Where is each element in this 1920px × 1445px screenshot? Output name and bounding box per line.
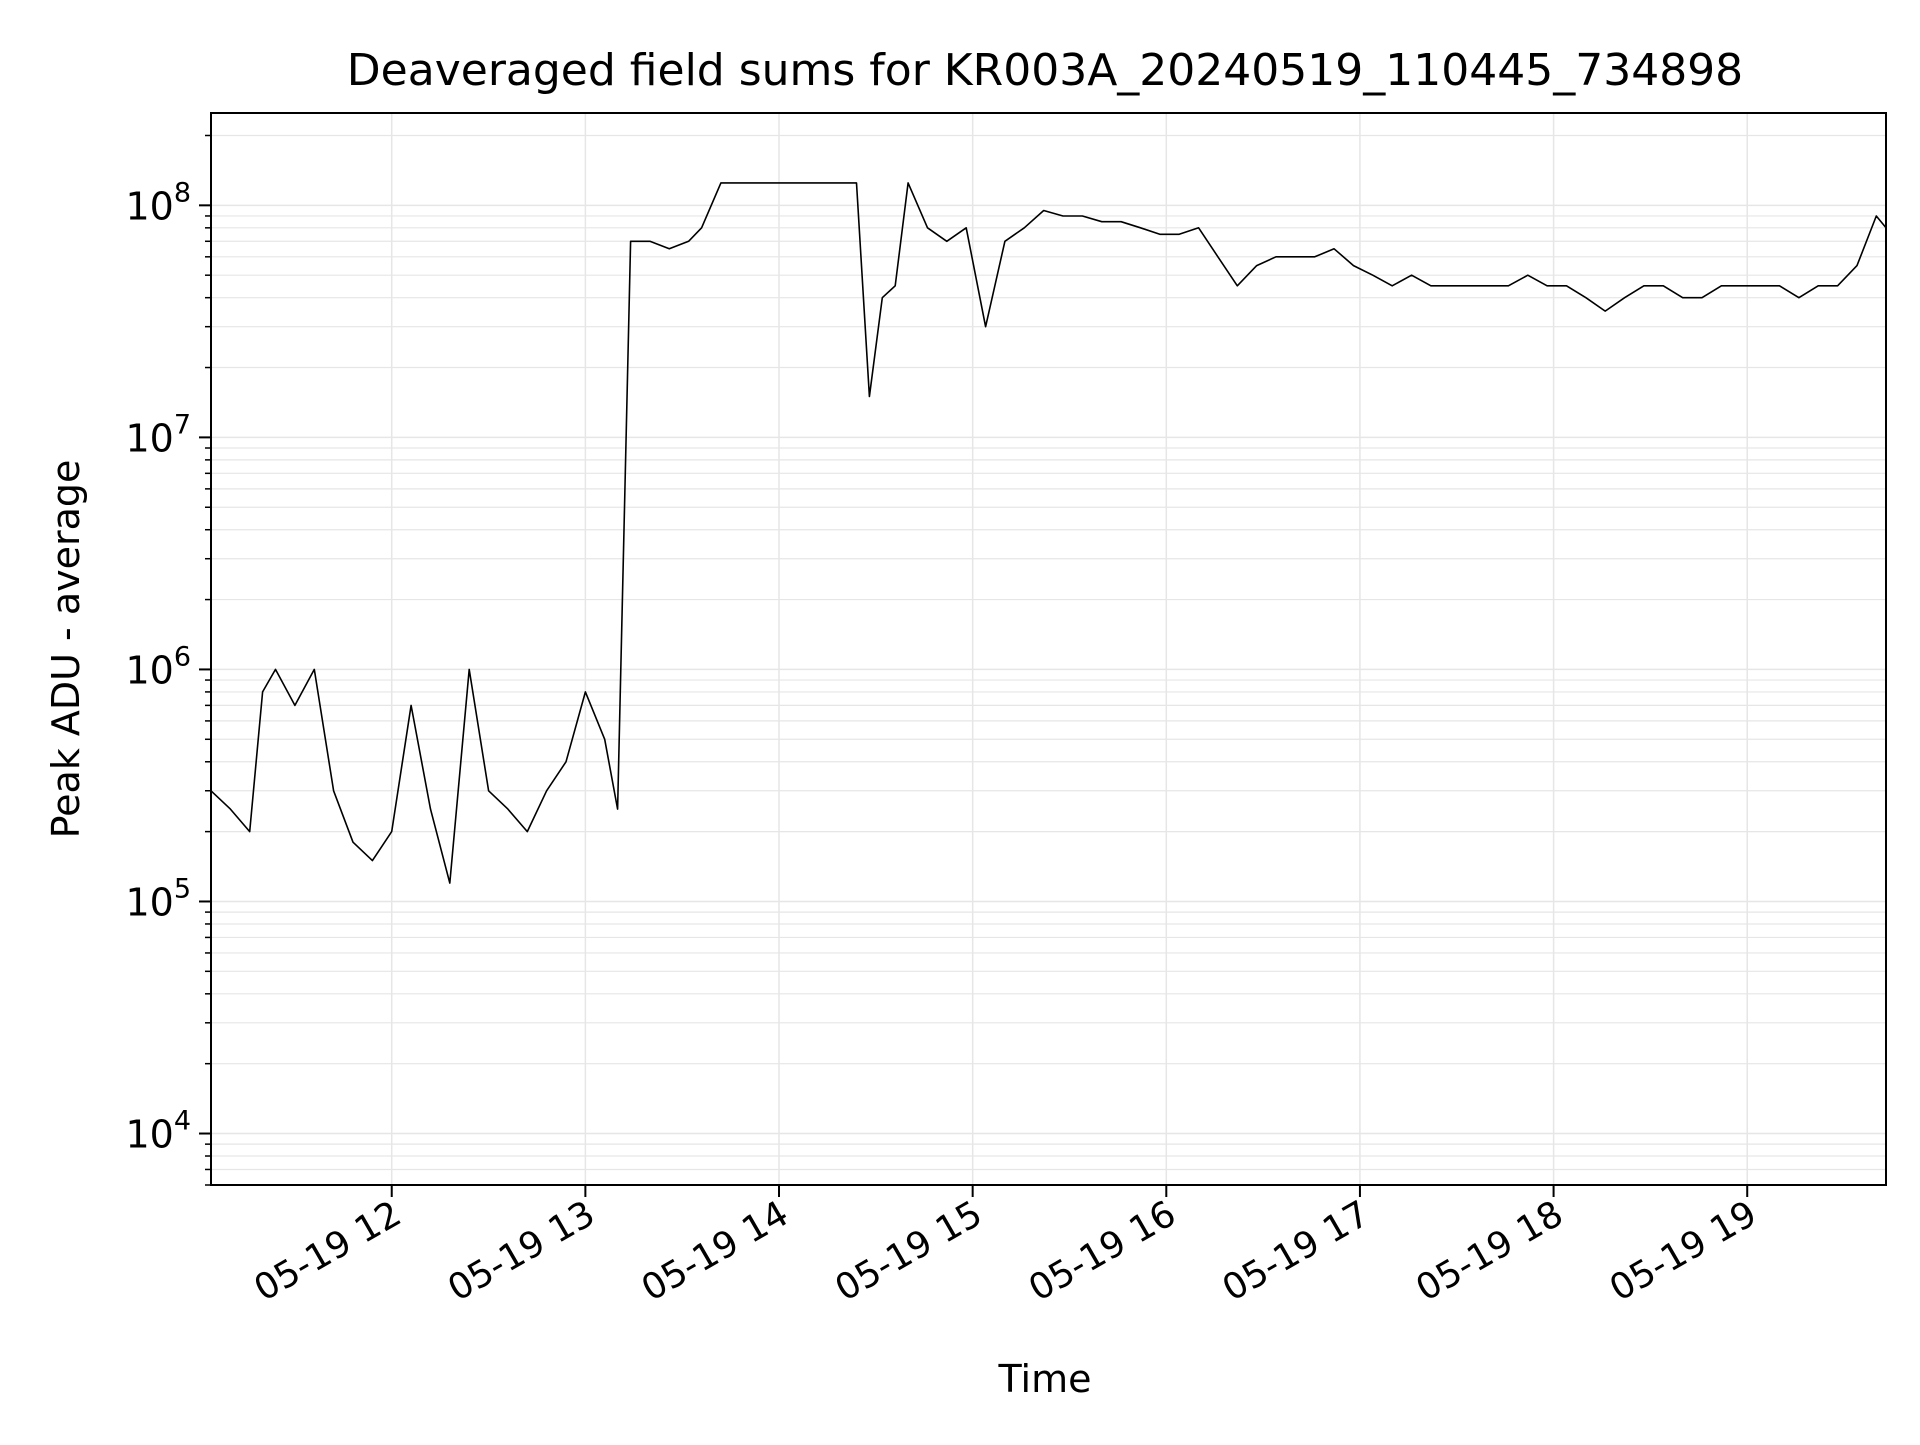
y-tick-base: 10 — [125, 1113, 173, 1157]
y-tick-label: 107 — [125, 409, 191, 460]
x-axis-label: Time — [998, 1357, 1092, 1401]
y-tick-exponent: 6 — [174, 641, 191, 672]
y-tick-base: 10 — [125, 648, 173, 692]
y-tick-base: 10 — [125, 416, 173, 460]
y-tick-exponent: 5 — [174, 873, 191, 904]
y-tick-label: 108 — [125, 177, 191, 228]
y-tick-base: 10 — [125, 880, 173, 924]
y-tick-exponent: 8 — [174, 177, 191, 208]
y-tick-base: 10 — [125, 184, 173, 228]
series-layer — [210, 182, 1887, 884]
y-tick-label: 106 — [125, 641, 191, 692]
y-tick-exponent: 7 — [174, 409, 191, 440]
y-axis-label: Peak ADU - average — [44, 460, 88, 839]
plot-frame — [210, 112, 1887, 1186]
y-tick-label: 105 — [125, 873, 191, 924]
chart-title: Deaveraged field sums for KR003A_2024051… — [347, 45, 1743, 96]
y-tick-exponent: 4 — [174, 1106, 191, 1137]
y-tick-label: 104 — [125, 1106, 191, 1157]
series-line — [210, 182, 1887, 884]
